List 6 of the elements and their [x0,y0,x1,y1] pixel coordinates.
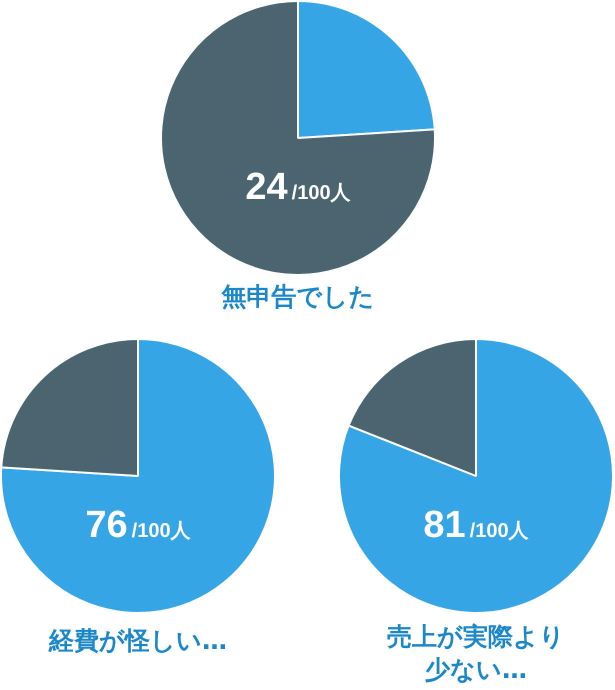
text: 24/100人 [245,166,352,208]
text: 経費が怪しい… [47,625,228,657]
text: 76/100人 [85,504,192,546]
text: 81/100人 [423,504,530,546]
text: 売上が実際より少ない… [386,621,566,686]
text: 無申告でした [220,281,376,313]
